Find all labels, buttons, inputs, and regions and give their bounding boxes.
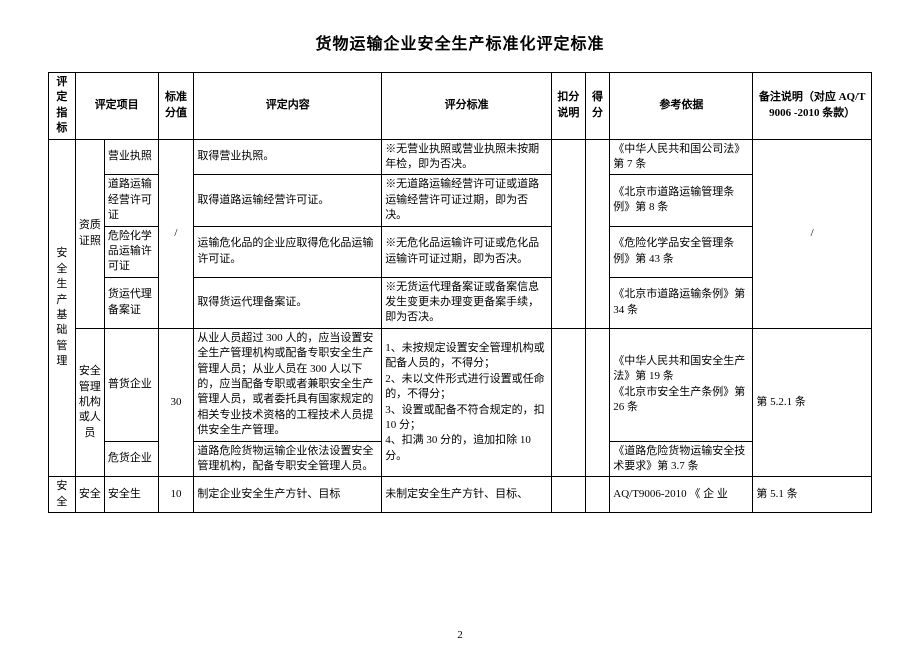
col-score: 得分: [585, 73, 610, 140]
cell-reference: 《道路危险货物运输安全技术要求》第 3.7 条: [610, 441, 753, 477]
cell-content: 取得营业执照。: [194, 139, 382, 175]
cell-content: 取得道路运输经营许可证。: [194, 175, 382, 226]
cell-score: [585, 477, 610, 513]
cell-std-score: 30: [158, 328, 194, 477]
header-row: 评定指标 评定项目 标准分值 评定内容 评分标准 扣分说明 得分 参考依据 备注…: [49, 73, 872, 140]
cell-level3: 危险化学品运输许可证: [104, 226, 158, 277]
cell-level3: 道路运输经营许可证: [104, 175, 158, 226]
cell-deduct: [552, 139, 586, 328]
table-row: 安全生产基础管理 资质证照 营业执照 / 取得营业执照。 ※无营业执照或营业执照…: [49, 139, 872, 175]
document-page: 货物运输企业安全生产标准化评定标准 评定指标 评定项目 标准分值 评定内容 评分…: [0, 0, 920, 651]
col-criteria: 评分标准: [382, 73, 552, 140]
table-row: 安全 安全 安全生 10 制定企业安全生产方针、目标 未制定安全生产方针、目标、…: [49, 477, 872, 513]
cell-level1: 安全: [49, 477, 76, 513]
col-item: 评定项目: [75, 73, 158, 140]
col-deduct: 扣分说明: [552, 73, 586, 140]
cell-level3: 普货企业: [104, 328, 158, 441]
cell-level3: 危货企业: [104, 441, 158, 477]
cell-criteria: 未制定安全生产方针、目标、: [382, 477, 552, 513]
cell-content: 取得货运代理备案证。: [194, 277, 382, 328]
cell-reference: 《危险化学品安全管理条例》第 43 条: [610, 226, 753, 277]
cell-reference: 《北京市道路运输管理条例》第 8 条: [610, 175, 753, 226]
cell-level2: 安全管理机构或人员: [75, 328, 104, 477]
cell-content: 道路危险货物运输企业依法设置安全管理机构，配备专职安全管理人员。: [194, 441, 382, 477]
page-title: 货物运输企业安全生产标准化评定标准: [48, 30, 872, 54]
cell-content: 运输危化品的企业应取得危化品运输许可证。: [194, 226, 382, 277]
cell-criteria: 1、未按规定设置安全管理机构或配备人员的，不得分； 2、未以文件形式进行设置或任…: [382, 328, 552, 477]
cell-deduct: [552, 328, 586, 477]
cell-content: 从业人员超过 300 人的，应当设置安全生产管理机构或配备专职安全生产管理人员；…: [194, 328, 382, 441]
cell-criteria: ※无货运代理备案证或备案信息发生变更未办理变更备案手续，即为否决。: [382, 277, 552, 328]
table-row: 安全管理机构或人员 普货企业 30 从业人员超过 300 人的，应当设置安全生产…: [49, 328, 872, 441]
col-indicator: 评定指标: [49, 73, 76, 140]
cell-deduct: [552, 477, 586, 513]
cell-note: 第 5.2.1 条: [753, 328, 872, 477]
col-score-std: 标准分值: [158, 73, 194, 140]
cell-level3: 安全生: [104, 477, 158, 513]
cell-reference: 《北京市道路运输条例》第 34 条: [610, 277, 753, 328]
cell-criteria: ※无道路运输经营许可证或道路运输经营许可证过期，即为否决。: [382, 175, 552, 226]
cell-reference: 《中华人民共和国公司法》第 7 条: [610, 139, 753, 175]
page-number: 2: [0, 629, 920, 641]
cell-level1: 安全生产基础管理: [49, 139, 76, 477]
cell-level3: 营业执照: [104, 139, 158, 175]
cell-std-score: 10: [158, 477, 194, 513]
cell-note: /: [753, 139, 872, 328]
cell-reference: 《中华人民共和国安全生产法》第 19 条 《北京市安全生产条例》第 26 条: [610, 328, 753, 441]
cell-score: [585, 139, 610, 328]
cell-criteria: ※无营业执照或营业执照未按期年检，即为否决。: [382, 139, 552, 175]
cell-std-score: /: [158, 139, 194, 328]
evaluation-table: 评定指标 评定项目 标准分值 评定内容 评分标准 扣分说明 得分 参考依据 备注…: [48, 72, 872, 513]
cell-note: 第 5.1 条: [753, 477, 872, 513]
cell-level2: 安全: [75, 477, 104, 513]
col-reference: 参考依据: [610, 73, 753, 140]
col-note: 备注说明（对应 AQ/T 9006 -2010 条款）: [753, 73, 872, 140]
cell-level3: 货运代理备案证: [104, 277, 158, 328]
col-content: 评定内容: [194, 73, 382, 140]
cell-criteria: ※无危化品运输许可证或危化品运输许可证过期，即为否决。: [382, 226, 552, 277]
cell-reference: AQ/T9006-2010 《 企 业: [610, 477, 753, 513]
cell-level2: 资质证照: [75, 139, 104, 328]
cell-score: [585, 328, 610, 477]
cell-content: 制定企业安全生产方针、目标: [194, 477, 382, 513]
